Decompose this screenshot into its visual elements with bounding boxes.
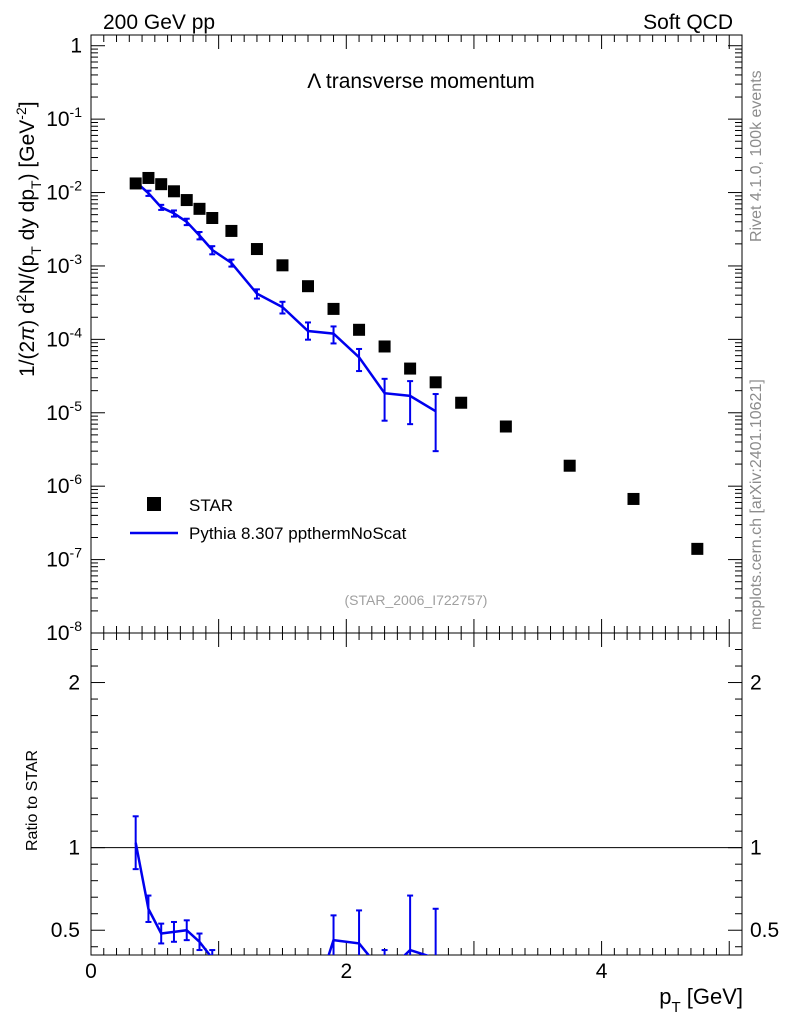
star-point [302, 280, 314, 293]
ratio-frame [90, 632, 743, 956]
plot-title: Λ transverse momentum [307, 70, 535, 93]
pythia-series [132, 178, 439, 453]
tick-labels: 110-110-210-310-410-510-610-710-80.5 0.51… [46, 35, 779, 983]
star-point [180, 194, 193, 207]
y-tick-label: 10-5 [46, 398, 82, 425]
y-tick-label-exp: -8 [70, 618, 83, 634]
y-tick-label-exp: -4 [70, 324, 83, 340]
ratio-y-tick-label-right: 0.5 [750, 919, 779, 942]
y-tick-label-base: 10 [46, 402, 69, 425]
y-tick-label-base: 10 [46, 255, 69, 278]
y-tick-label-exp: -1 [70, 104, 83, 120]
ratio-y-tick-label-left: 1 [68, 837, 80, 860]
star-point [142, 171, 155, 184]
ratio-y-tick-label-left: 2 [68, 672, 80, 695]
analysis-tag: (STAR_2006_I722757) [345, 592, 488, 608]
star-point [276, 259, 289, 272]
star-point [225, 224, 238, 237]
y-tick-label-base: 10 [46, 108, 69, 131]
y-tick-label-base: 10 [46, 549, 69, 572]
legend-star-label: STAR [189, 496, 233, 515]
star-point [563, 459, 576, 472]
xlabel: pT [GeV] [659, 984, 743, 1016]
star-point [378, 340, 391, 353]
y-tick-label-base: 10 [46, 328, 69, 351]
legend-star-marker [147, 497, 161, 511]
star-point [327, 302, 340, 315]
star-point [193, 202, 206, 215]
star-point [167, 185, 180, 198]
y-tick-label: 10-6 [46, 471, 82, 498]
header-right: Soft QCD [643, 11, 733, 34]
main-frame [90, 34, 743, 634]
ratio-series [132, 815, 439, 955]
ratio-y-tick-label-right: 1 [750, 837, 762, 860]
y-tick-label: 10-1 [46, 104, 82, 131]
y-tick-label-exp: -2 [70, 178, 83, 194]
main-ylabel-text: 1/(2π) d2N/(pT dy dpT) [GeV-2] [13, 101, 44, 377]
rivet-label: Rivet 4.1.0, 100k events [748, 70, 765, 242]
y-tick-label: 10-2 [46, 178, 82, 205]
mcplots-label: mcplots.cern.ch [arXiv:2401.10621] [748, 379, 765, 630]
y-tick-label-exp: -5 [70, 398, 83, 414]
y-tick-label-exp: -7 [70, 545, 83, 561]
ratio-y-tick-label-left: 0.5 [51, 919, 80, 942]
star-point [155, 178, 168, 191]
main-ylabel: 1/(2π) d2N/(pT dy dpT) [GeV-2] [13, 101, 44, 377]
star-point [691, 542, 704, 555]
legend-pythia-label: Pythia 8.307 ppthermNoScat [189, 524, 407, 543]
y-tick-label-base: 10 [46, 475, 69, 498]
y-tick-label-exp: -6 [70, 471, 83, 487]
x-tick-label: 0 [85, 960, 97, 983]
axis-ticks [90, 35, 743, 955]
y-tick-label: 10-8 [46, 618, 82, 645]
star-point [250, 243, 263, 256]
star-point [206, 212, 219, 225]
star-point [404, 362, 417, 375]
star-point [455, 396, 468, 409]
header-left: 200 GeV pp [103, 11, 215, 34]
y-tick-label: 10-3 [46, 251, 82, 278]
ratio-line [134, 842, 212, 955]
pythia-line [134, 180, 437, 413]
x-tick-label: 2 [340, 960, 352, 983]
legend: STAR Pythia 8.307 ppthermNoScat [130, 496, 407, 543]
star-point [627, 492, 640, 505]
star-point [499, 420, 512, 433]
ratio-y-tick-label-right: 2 [750, 672, 762, 695]
ratio-line [327, 938, 430, 955]
star-series [129, 171, 704, 555]
star-point [353, 323, 366, 336]
star-point [129, 177, 142, 190]
y-tick-label: 10-4 [46, 324, 82, 351]
y-tick-label: 1 [70, 35, 82, 58]
star-point [429, 376, 442, 389]
y-tick-label-exp: -3 [70, 251, 83, 267]
y-tick-label: 10-7 [46, 545, 82, 572]
x-tick-label: 4 [596, 960, 608, 983]
y-tick-label-base: 10 [46, 182, 69, 205]
ratio-ylabel: Ratio to STAR [24, 750, 41, 851]
y-tick-label-base: 10 [46, 622, 69, 645]
